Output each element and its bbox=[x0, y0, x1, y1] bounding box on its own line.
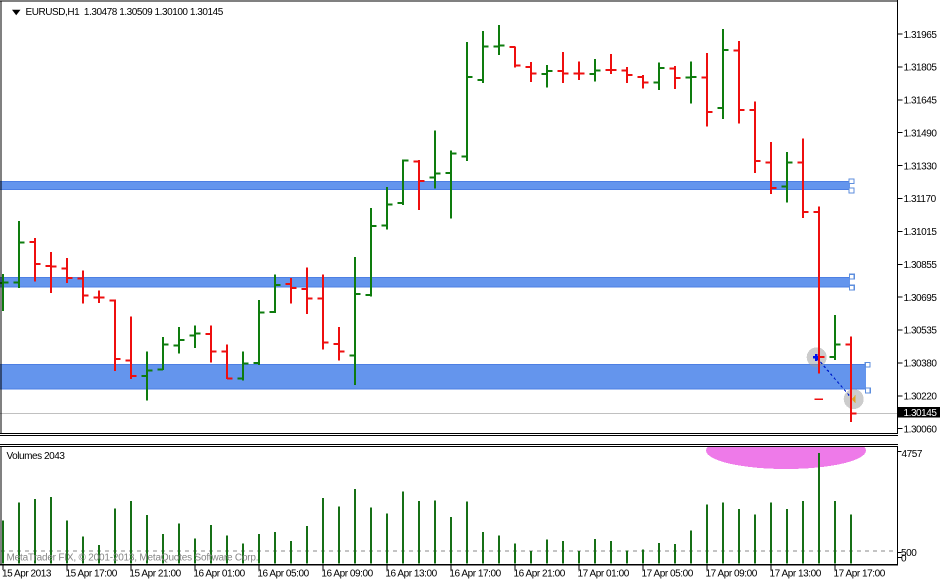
svg-text:1.30535: 1.30535 bbox=[904, 326, 938, 337]
svg-text:17 Apr 01:00: 17 Apr 01:00 bbox=[578, 568, 630, 579]
svg-text:0: 0 bbox=[901, 553, 907, 564]
svg-text:1.30145: 1.30145 bbox=[904, 408, 938, 419]
svg-text:MetaTrader FIX, © 2001-2013, M: MetaTrader FIX, © 2001-2013, MetaQuotes … bbox=[7, 552, 259, 563]
svg-text:1.30060: 1.30060 bbox=[904, 424, 938, 435]
svg-text:1.31645: 1.31645 bbox=[904, 96, 938, 107]
svg-text:1.30855: 1.30855 bbox=[904, 260, 938, 271]
svg-text:1.31965: 1.31965 bbox=[904, 30, 938, 41]
svg-text:17 Apr 05:00: 17 Apr 05:00 bbox=[642, 568, 694, 579]
svg-text:1.30695: 1.30695 bbox=[904, 293, 938, 304]
svg-text:1.31490: 1.31490 bbox=[904, 128, 938, 139]
svg-text:16 Apr 05:00: 16 Apr 05:00 bbox=[257, 568, 309, 579]
svg-text:17 Apr 13:00: 17 Apr 13:00 bbox=[770, 568, 822, 579]
svg-text:16 Apr 13:00: 16 Apr 13:00 bbox=[385, 568, 437, 579]
svg-text:4757: 4757 bbox=[902, 449, 923, 460]
svg-text:16 Apr 01:00: 16 Apr 01:00 bbox=[193, 568, 245, 579]
svg-text:1.31330: 1.31330 bbox=[904, 161, 938, 172]
svg-text:17 Apr 09:00: 17 Apr 09:00 bbox=[706, 568, 758, 579]
svg-text:16 Apr 17:00: 16 Apr 17:00 bbox=[449, 568, 501, 579]
svg-text:15 Apr 21:00: 15 Apr 21:00 bbox=[129, 568, 181, 579]
svg-text:1.31805: 1.31805 bbox=[904, 63, 938, 74]
svg-text:17 Apr 17:00: 17 Apr 17:00 bbox=[834, 568, 886, 579]
svg-text:500: 500 bbox=[901, 548, 917, 559]
svg-text:1.30380: 1.30380 bbox=[904, 359, 938, 370]
svg-text:1.31170: 1.31170 bbox=[904, 194, 937, 205]
svg-text:15 Apr 17:00: 15 Apr 17:00 bbox=[66, 568, 118, 579]
svg-text:EURUSD,H1 1.30478 1.30509 1.3: EURUSD,H1 1.30478 1.30509 1.30100 1.3014… bbox=[26, 7, 224, 18]
svg-text:1.31015: 1.31015 bbox=[904, 227, 938, 238]
svg-text:Volumes 2043: Volumes 2043 bbox=[7, 451, 66, 462]
svg-text:1.30220: 1.30220 bbox=[904, 392, 938, 403]
svg-text:16 Apr 09:00: 16 Apr 09:00 bbox=[321, 568, 373, 579]
svg-text:16 Apr 21:00: 16 Apr 21:00 bbox=[514, 568, 566, 579]
svg-text:15 Apr 2013: 15 Apr 2013 bbox=[2, 568, 52, 579]
